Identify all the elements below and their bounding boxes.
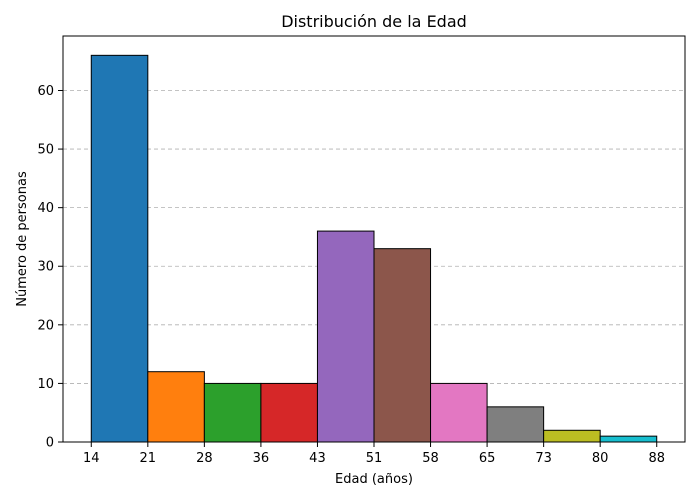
y-tick-label-40: 40 (37, 201, 54, 216)
bars (90, 54, 658, 443)
x-tick-label-4: 43 (309, 451, 326, 466)
x-axis-label: Edad (años) (335, 472, 413, 487)
bar-3 (260, 382, 318, 443)
bar-4 (316, 230, 375, 443)
y-tick-label-60: 60 (37, 84, 54, 99)
bar-8 (543, 429, 601, 443)
x-tick-label-5: 51 (366, 451, 383, 466)
x-tick-label-7: 65 (479, 451, 496, 466)
bar-1 (147, 371, 205, 443)
x-tick-label-1: 21 (140, 451, 157, 466)
bar-9 (599, 435, 658, 443)
x-tick-label-2: 28 (196, 451, 213, 466)
y-tick-label-50: 50 (37, 143, 54, 158)
y-axis-label: Número de personas (15, 171, 30, 307)
bar-6 (430, 382, 488, 443)
x-tick-label-10: 88 (648, 451, 665, 466)
x-tick-label-9: 80 (592, 451, 609, 466)
bar-0 (90, 54, 149, 443)
y-tick-label-30: 30 (37, 260, 54, 275)
bar-7 (486, 406, 545, 443)
x-tick-label-0: 14 (83, 451, 100, 466)
bar-2 (203, 382, 262, 443)
y-tick-label-10: 10 (37, 377, 54, 392)
y-tick-label-0: 0 (46, 436, 54, 451)
chart-title: Distribución de la Edad (281, 12, 467, 31)
y-tick-label-20: 20 (37, 318, 54, 333)
bar-5 (373, 248, 432, 443)
x-axis-ticks: 14 21 28 36 43 51 58 65 73 80 88 (83, 442, 665, 466)
y-axis-ticks: 0 10 20 30 40 50 60 (37, 84, 63, 451)
x-tick-label-3: 36 (253, 451, 270, 466)
x-tick-label-6: 58 (422, 451, 439, 466)
x-tick-label-8: 73 (535, 451, 552, 466)
